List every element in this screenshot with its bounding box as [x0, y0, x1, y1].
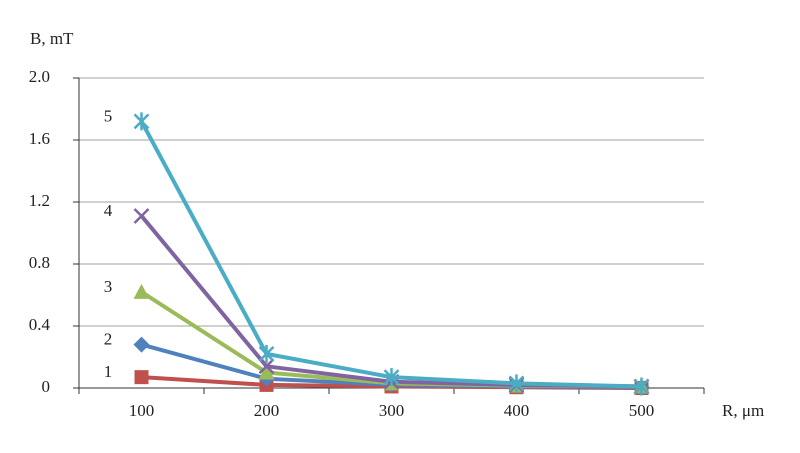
marker	[508, 374, 525, 393]
x-tick-label: 500	[629, 401, 655, 420]
x-tick-label: 200	[254, 401, 280, 420]
marker	[258, 358, 275, 375]
marker	[383, 368, 400, 387]
y-tick-label: 1.6	[29, 129, 50, 148]
line	[139, 214, 642, 389]
marker	[633, 377, 650, 396]
marker	[258, 364, 275, 380]
y-tick-label: 1.2	[29, 191, 50, 210]
series-label: 2	[104, 330, 113, 349]
marker	[258, 344, 275, 363]
x-tick-label: 100	[129, 401, 155, 420]
y-tick-label: 0	[42, 377, 51, 396]
marker	[133, 336, 150, 353]
marker	[134, 370, 149, 385]
line	[139, 120, 642, 389]
series-label: 3	[104, 277, 113, 296]
series-label: 4	[104, 201, 113, 220]
series-label: 5	[104, 106, 113, 125]
marker	[133, 283, 150, 299]
x-axis-label: R, μm	[722, 401, 764, 420]
x-tick-label: 300	[379, 401, 405, 420]
marker	[133, 112, 150, 131]
y-tick-label: 0.8	[29, 253, 50, 272]
x-tick-label: 400	[504, 401, 530, 420]
series-label: 1	[104, 362, 113, 381]
y-tick-label: 0.4	[29, 315, 51, 334]
y-tick-label: 2.0	[29, 67, 50, 86]
y-axis-label: B, mT	[30, 29, 74, 48]
marker	[133, 208, 150, 224]
